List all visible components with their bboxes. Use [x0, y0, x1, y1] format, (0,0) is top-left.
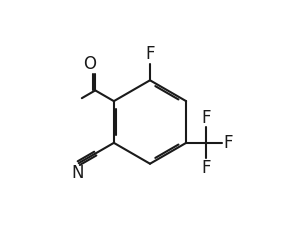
Text: F: F: [145, 45, 155, 63]
Text: F: F: [202, 109, 211, 127]
Text: N: N: [71, 164, 84, 182]
Text: F: F: [202, 159, 211, 177]
Text: O: O: [83, 54, 96, 72]
Text: F: F: [223, 134, 232, 152]
